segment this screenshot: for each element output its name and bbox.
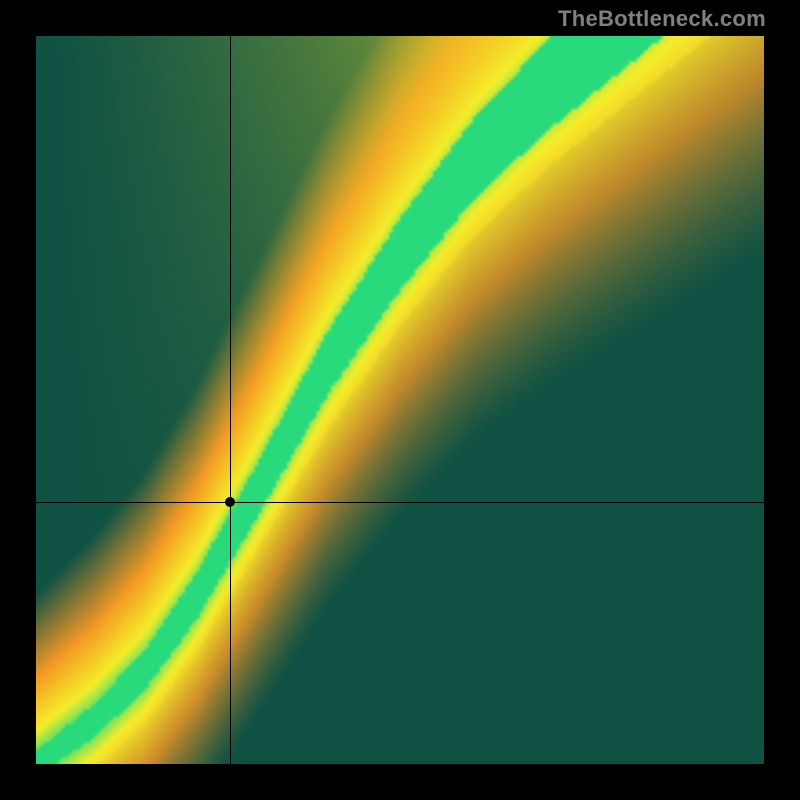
crosshair-vertical xyxy=(230,36,231,764)
watermark-text: TheBottleneck.com xyxy=(558,6,766,32)
chart-frame: TheBottleneck.com xyxy=(0,0,800,800)
crosshair-horizontal xyxy=(36,502,764,503)
heatmap-canvas xyxy=(36,36,764,764)
marker-dot xyxy=(225,497,235,507)
heatmap-plot xyxy=(36,36,764,764)
